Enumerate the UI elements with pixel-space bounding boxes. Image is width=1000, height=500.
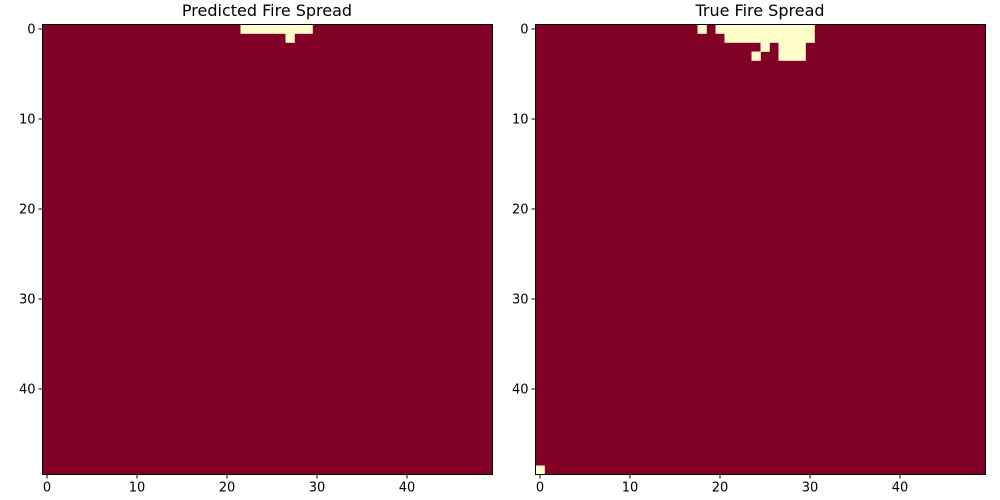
x-tick-label: 0 xyxy=(43,481,51,496)
heatmap-cell xyxy=(796,42,806,52)
heatmap-cell xyxy=(240,24,250,34)
y-tick-label: 0 xyxy=(27,23,35,38)
heatmap-cell xyxy=(276,24,286,34)
y-tick-label: 10 xyxy=(19,113,36,128)
heatmap-cell xyxy=(715,24,725,34)
heatmap-cell xyxy=(778,42,788,52)
y-tick-label: 40 xyxy=(19,383,36,398)
heatmap-cell xyxy=(787,51,797,61)
heatmap-cell xyxy=(805,24,815,34)
y-tick-label: 0 xyxy=(520,23,528,38)
heatmap-cell xyxy=(733,24,743,34)
heatmap-cell xyxy=(285,24,295,34)
heatmap-background xyxy=(535,24,986,475)
y-tick-label: 30 xyxy=(512,293,529,308)
heatmap-cell xyxy=(787,33,797,43)
true-fire-spread-panel: True Fire Spread 0 10 20 30 40 0 10 20 30 40 xyxy=(512,1,986,496)
heatmap-cell xyxy=(778,51,788,61)
heatmap-cell xyxy=(787,24,797,34)
heatmap-cell xyxy=(724,33,734,43)
heatmap-cell xyxy=(303,24,313,34)
y-tick-label: 30 xyxy=(19,293,36,308)
y-axis: 0 10 20 30 40 xyxy=(19,23,43,398)
heatmap-cell xyxy=(751,24,761,34)
heatmap-cell xyxy=(751,33,761,43)
heatmap-cell xyxy=(796,51,806,61)
heatmap-cell xyxy=(760,24,770,34)
x-tick-label: 30 xyxy=(802,481,819,496)
x-tick-label: 10 xyxy=(129,481,146,496)
heatmap-cell xyxy=(760,42,770,52)
predicted-fire-spread-panel: Predicted Fire Spread 0 10 20 30 40 0 10 20 30 4… xyxy=(19,1,493,496)
x-tick-label: 20 xyxy=(712,481,729,496)
axes-frame xyxy=(42,24,493,475)
heatmap-background xyxy=(42,24,493,475)
heatmap-cell xyxy=(742,24,752,34)
x-tick-label: 40 xyxy=(892,481,909,496)
heatmap-cell xyxy=(535,465,545,475)
y-axis: 0 10 20 30 40 xyxy=(512,23,536,398)
heatmap-cell xyxy=(294,24,304,34)
heatmap-cell xyxy=(760,33,770,43)
heatmap-cell xyxy=(805,33,815,43)
heatmap-cell xyxy=(249,24,259,34)
x-axis: 0 10 20 30 40 xyxy=(536,474,909,496)
heatmap-cell xyxy=(769,33,779,43)
heatmap-cell xyxy=(796,24,806,34)
x-tick-label: 40 xyxy=(399,481,416,496)
x-tick-label: 0 xyxy=(536,481,544,496)
x-axis: 0 10 20 30 40 xyxy=(43,474,416,496)
y-tick-label: 20 xyxy=(512,203,529,218)
y-tick-label: 10 xyxy=(512,113,529,128)
heatmap-cell xyxy=(697,24,707,34)
x-tick-label: 30 xyxy=(309,481,326,496)
heatmap-cell xyxy=(733,33,743,43)
heatmap-cell xyxy=(787,42,797,52)
chart-title: True Fire Spread xyxy=(694,1,824,20)
y-tick-label: 40 xyxy=(512,383,529,398)
heatmap-cell xyxy=(285,33,295,43)
x-tick-label: 20 xyxy=(219,481,236,496)
axes-frame xyxy=(535,24,986,475)
heatmap-cell xyxy=(769,24,779,34)
heatmap-cells xyxy=(535,24,986,475)
heatmap-cell xyxy=(751,51,761,61)
chart-title: Predicted Fire Spread xyxy=(182,1,352,20)
heatmap-cell xyxy=(778,33,788,43)
heatmap-cell xyxy=(724,24,734,34)
heatmap-cell xyxy=(796,33,806,43)
heatmap-cell xyxy=(267,24,277,34)
heatmap-cell xyxy=(778,24,788,34)
heatmap-cells xyxy=(42,24,493,475)
x-tick-label: 10 xyxy=(622,481,639,496)
heatmap-cell xyxy=(742,33,752,43)
y-tick-label: 20 xyxy=(19,203,36,218)
heatmap-cell xyxy=(258,24,268,34)
